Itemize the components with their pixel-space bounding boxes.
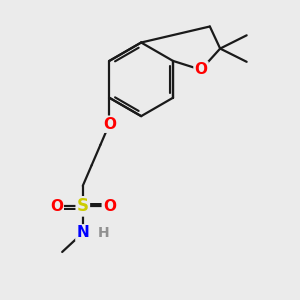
Text: O: O [50, 199, 63, 214]
Text: S: S [77, 197, 89, 215]
Text: O: O [194, 62, 208, 77]
Text: N: N [76, 225, 89, 240]
Text: O: O [103, 199, 116, 214]
Text: O: O [103, 117, 116, 132]
Text: H: H [98, 226, 110, 240]
